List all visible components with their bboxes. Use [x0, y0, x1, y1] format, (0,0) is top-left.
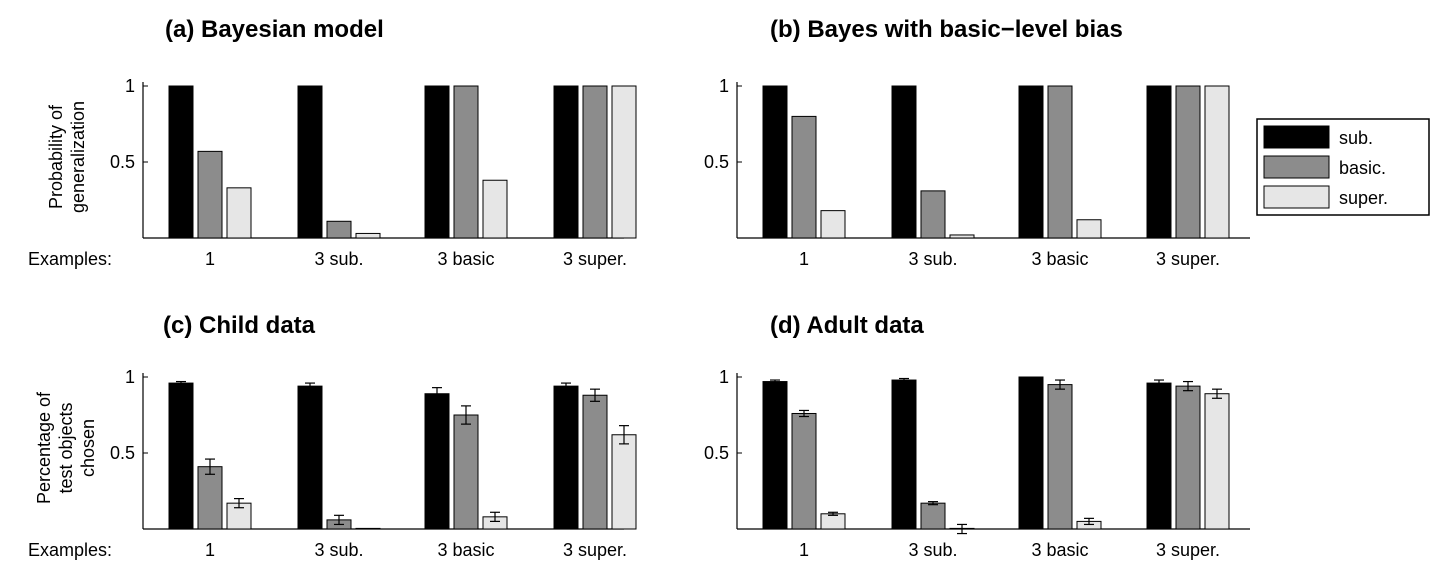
- panel-b: (b) Bayes with basic−level bias 1 0.5 1 3 su…: [704, 16, 1250, 269]
- bar-basic-2: [1047, 384, 1073, 530]
- bar-basic-3: [582, 394, 608, 530]
- x-axis-label: Examples:: [28, 540, 112, 560]
- bar-super-0: [226, 187, 252, 239]
- x-tick-label: 3 sub.: [314, 249, 363, 269]
- bar-basic-1: [920, 502, 946, 530]
- bar-sub-3: [1146, 382, 1172, 530]
- y-axis-label: Percentage of: [34, 391, 54, 504]
- legend-label-super: super.: [1339, 188, 1388, 208]
- y-axis-label: chosen: [78, 419, 98, 477]
- legend-label-sub: sub.: [1339, 128, 1373, 148]
- bar-sub-0: [168, 85, 194, 239]
- bar-super-2: [482, 179, 508, 239]
- bar-sub-2: [1018, 376, 1044, 530]
- y-tick-label: 1: [125, 76, 135, 96]
- bar-sub-0: [762, 381, 788, 530]
- x-tick-label: 3 sub.: [908, 540, 957, 560]
- x-tick-label: 1: [205, 540, 215, 560]
- y-axis-label: generalization: [68, 101, 88, 213]
- x-tick-label: 1: [799, 249, 809, 269]
- bar-sub-1: [891, 379, 917, 530]
- bar-basic-1: [920, 190, 946, 239]
- bar-sub-0: [762, 85, 788, 239]
- bar-sub-3: [553, 385, 579, 530]
- bar-super-1: [355, 527, 381, 530]
- x-tick-label: 3 basic: [1031, 249, 1088, 269]
- x-tick-label: 3 basic: [1031, 540, 1088, 560]
- bar-sub-3: [553, 85, 579, 239]
- x-tick-label: 1: [205, 249, 215, 269]
- bar-basic-3: [582, 85, 608, 239]
- y-axis-label: Probability of: [46, 104, 66, 209]
- bar-basic-2: [1047, 85, 1073, 239]
- bar-super-3: [1204, 393, 1230, 530]
- legend-label-basic: basic.: [1339, 158, 1386, 178]
- bar-super-1: [355, 232, 381, 239]
- bar-sub-3: [1146, 85, 1172, 239]
- bar-basic-3: [1175, 385, 1201, 530]
- bar-super-3: [611, 85, 637, 239]
- bar-super-3: [611, 434, 637, 530]
- y-tick-label: 0.5: [110, 443, 135, 463]
- x-tick-label: 3 sub.: [908, 249, 957, 269]
- bar-sub-1: [891, 85, 917, 239]
- bar-basic-0: [791, 115, 817, 239]
- y-tick-label: 1: [125, 367, 135, 387]
- panel-title: (b) Bayes with basic−level bias: [770, 16, 1123, 43]
- panel-d: (d) Adult data 1 0.5 1 3 sub. 3 basic 3 super.: [704, 312, 1250, 560]
- bar-sub-2: [1018, 85, 1044, 239]
- x-tick-label: 3 basic: [437, 249, 494, 269]
- bar-super-3: [1204, 85, 1230, 239]
- x-tick-label: 3 super.: [1156, 249, 1220, 269]
- bar-sub-0: [168, 382, 194, 530]
- bar-basic-0: [197, 150, 223, 239]
- x-tick-label: 3 super.: [563, 249, 627, 269]
- legend: sub. basic. super.: [1256, 118, 1430, 216]
- bar-super-0: [820, 210, 846, 239]
- x-tick-label: 3 super.: [1156, 540, 1220, 560]
- x-tick-label: 3 sub.: [314, 540, 363, 560]
- x-tick-label: 1: [799, 540, 809, 560]
- bar-super-0: [820, 513, 846, 530]
- y-tick-label: 0.5: [704, 443, 729, 463]
- panel-a: (a) Bayesian model 1 0.5 Probability of gene…: [28, 16, 637, 269]
- bar-sub-2: [424, 393, 450, 530]
- panel-c: (c) Child data 1 0.5 Percentage of test obje…: [28, 312, 637, 560]
- x-tick-label: 3 super.: [563, 540, 627, 560]
- bar-basic-0: [791, 412, 817, 530]
- bar-basic-3: [1175, 85, 1201, 239]
- panel-title: (c) Child data: [163, 312, 316, 339]
- bar-sub-1: [297, 85, 323, 239]
- panel-title: (a) Bayesian model: [165, 16, 384, 43]
- y-tick-label: 0.5: [704, 152, 729, 172]
- bar-basic-0: [197, 466, 223, 530]
- y-tick-label: 1: [719, 367, 729, 387]
- y-tick-label: 1: [719, 76, 729, 96]
- legend-swatch-basic: [1263, 155, 1330, 179]
- legend-swatch-super: [1263, 185, 1330, 209]
- bar-super-2: [1076, 219, 1102, 239]
- x-tick-label: 3 basic: [437, 540, 494, 560]
- bar-sub-1: [297, 385, 323, 530]
- panel-title: (d) Adult data: [770, 312, 924, 339]
- bar-basic-2: [453, 85, 479, 239]
- bar-sub-2: [424, 85, 450, 239]
- y-axis-label: test objects: [56, 402, 76, 493]
- x-axis-label: Examples:: [28, 249, 112, 269]
- bar-super-1: [949, 234, 975, 239]
- legend-swatch-sub: [1263, 125, 1330, 149]
- bar-basic-2: [453, 414, 479, 530]
- y-tick-label: 0.5: [110, 152, 135, 172]
- bar-basic-1: [326, 220, 352, 239]
